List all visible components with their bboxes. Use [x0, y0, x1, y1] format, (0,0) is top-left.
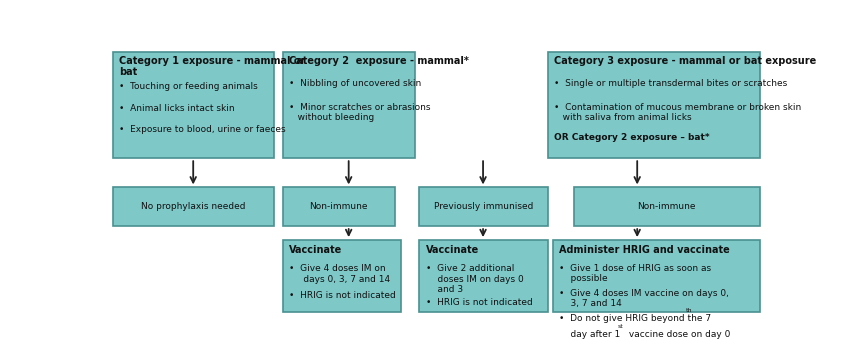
Text: Vaccinate: Vaccinate	[289, 245, 343, 255]
Text: •  Single or multiple transdermal bites or scratches: • Single or multiple transdermal bites o…	[554, 79, 787, 88]
Text: OR Category 2 exposure – bat*: OR Category 2 exposure – bat*	[554, 133, 710, 142]
Text: Vaccinate: Vaccinate	[426, 245, 479, 255]
FancyBboxPatch shape	[419, 187, 547, 226]
FancyBboxPatch shape	[574, 187, 760, 226]
Text: •  Exposure to blood, urine or faeces: • Exposure to blood, urine or faeces	[119, 125, 286, 134]
Text: day after 1: day after 1	[559, 330, 620, 339]
Text: •  Give 4 doses IM on
     days 0, 3, 7 and 14: • Give 4 doses IM on days 0, 3, 7 and 14	[289, 264, 390, 284]
FancyBboxPatch shape	[283, 187, 394, 226]
FancyBboxPatch shape	[419, 240, 547, 312]
Text: Category 1 exposure - mammal or
bat: Category 1 exposure - mammal or bat	[119, 56, 306, 77]
Text: Non-immune: Non-immune	[638, 202, 696, 211]
FancyBboxPatch shape	[552, 240, 760, 312]
Text: •  Nibbling of uncovered skin: • Nibbling of uncovered skin	[289, 79, 422, 88]
Text: •  HRIG is not indicated: • HRIG is not indicated	[426, 298, 532, 307]
Text: •  Minor scratches or abrasions
   without bleeding: • Minor scratches or abrasions without b…	[289, 103, 431, 122]
Text: vaccine dose on day 0: vaccine dose on day 0	[626, 330, 730, 339]
Text: •  Animal licks intact skin: • Animal licks intact skin	[119, 104, 235, 113]
Text: •  Contamination of mucous membrane or broken skin
   with saliva from animal li: • Contamination of mucous membrane or br…	[554, 103, 802, 122]
Text: •  Give 4 doses IM vaccine on days 0,
    3, 7 and 14: • Give 4 doses IM vaccine on days 0, 3, …	[559, 289, 729, 308]
FancyBboxPatch shape	[113, 51, 275, 158]
FancyBboxPatch shape	[547, 51, 760, 158]
Text: Category 3 exposure - mammal or bat exposure: Category 3 exposure - mammal or bat expo…	[554, 56, 817, 66]
FancyBboxPatch shape	[283, 240, 401, 312]
Text: st: st	[618, 324, 624, 329]
Text: No prophylaxis needed: No prophylaxis needed	[141, 202, 246, 211]
Text: •  Touching or feeding animals: • Touching or feeding animals	[119, 82, 258, 91]
Text: •  Give 2 additional
    doses IM on days 0
    and 3: • Give 2 additional doses IM on days 0 a…	[426, 264, 524, 294]
Text: Category 2  exposure - mammal*: Category 2 exposure - mammal*	[289, 56, 469, 66]
Text: •  Do not give HRIG beyond the 7: • Do not give HRIG beyond the 7	[559, 314, 711, 323]
Text: Non-immune: Non-immune	[309, 202, 368, 211]
Text: Previously immunised: Previously immunised	[434, 202, 533, 211]
Text: •  Give 1 dose of HRIG as soon as
    possible: • Give 1 dose of HRIG as soon as possibl…	[559, 264, 711, 283]
Text: •  HRIG is not indicated: • HRIG is not indicated	[289, 291, 396, 300]
FancyBboxPatch shape	[283, 51, 415, 158]
Text: Administer HRIG and vaccinate: Administer HRIG and vaccinate	[559, 245, 730, 255]
Text: th: th	[686, 308, 693, 312]
FancyBboxPatch shape	[113, 187, 275, 226]
